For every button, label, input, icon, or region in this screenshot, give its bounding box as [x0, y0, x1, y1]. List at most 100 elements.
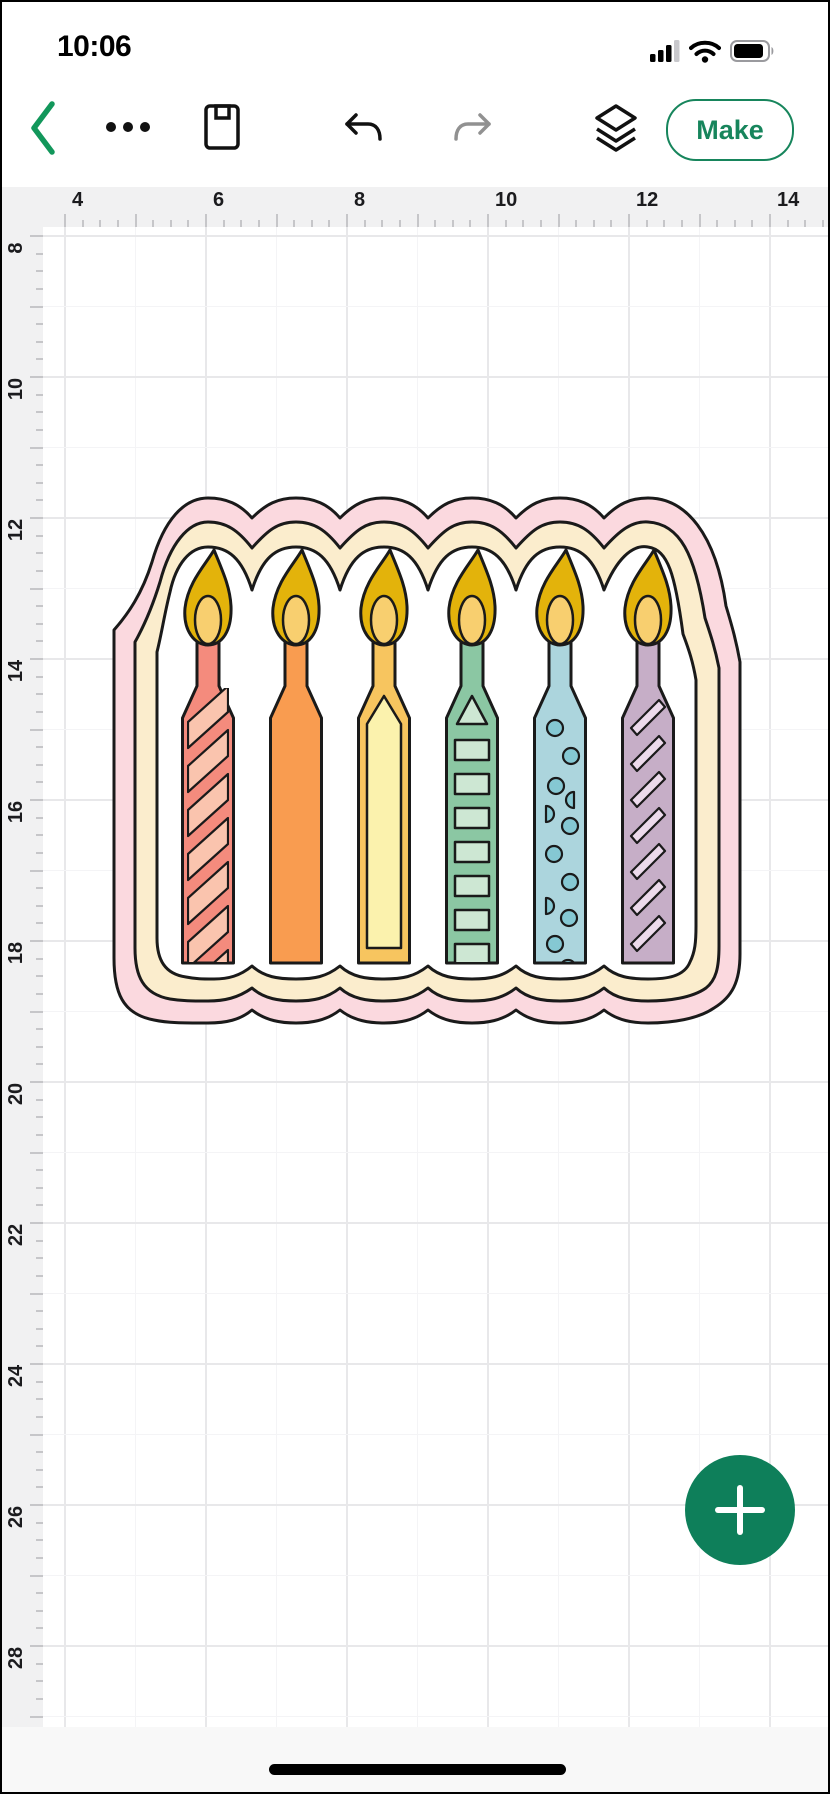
ruler-tick: [36, 1592, 43, 1595]
candle-stripe-purple[interactable]: [621, 548, 675, 965]
ruler-tick: [36, 992, 43, 995]
grid-line-horizontal: [43, 1363, 828, 1365]
home-indicator[interactable]: [269, 1764, 566, 1775]
ruler-tick: [30, 869, 43, 872]
ruler-tick: [36, 887, 43, 890]
ruler-tick: [36, 1680, 43, 1683]
ruler-tick: [36, 1116, 43, 1119]
ruler-tick: [30, 517, 43, 519]
ruler-tick: [36, 693, 43, 696]
candle-pattern: [187, 688, 229, 962]
ruler-tick: [36, 1609, 43, 1612]
candle-stripe-salmon[interactable]: [181, 548, 235, 1012]
save-button[interactable]: [204, 104, 240, 150]
ruler-tick: [36, 1539, 43, 1542]
grid-line-horizontal: [43, 1645, 828, 1647]
ruler-tick: [36, 534, 43, 537]
wifi-icon: [689, 40, 721, 63]
ruler-tick: [36, 1028, 43, 1031]
redo-button[interactable]: [454, 112, 492, 142]
ruler-tick: [36, 552, 43, 555]
candle-pattern: [453, 694, 491, 962]
ruler-tick: [36, 675, 43, 678]
ruler-tick: [116, 220, 119, 227]
ruler-tick: [36, 622, 43, 625]
add-button[interactable]: [685, 1455, 795, 1565]
ruler-tick: [36, 922, 43, 925]
make-button-label: Make: [696, 114, 764, 145]
ruler-tick: [30, 1222, 43, 1224]
ruler-tick: [36, 904, 43, 907]
ruler-tick: [36, 1133, 43, 1136]
ruler-tick: [36, 1327, 43, 1330]
ruler-tick: [36, 763, 43, 766]
ruler-tick: [30, 658, 43, 660]
back-chevron-icon: [31, 101, 55, 155]
ruler-tick: [821, 220, 824, 227]
ruler-tick: [36, 499, 43, 502]
ruler-tick: [293, 220, 296, 227]
undo-button[interactable]: [344, 112, 382, 142]
ruler-tick: [36, 323, 43, 326]
ruler-tick: [680, 220, 683, 227]
ruler-tick: [36, 1398, 43, 1401]
ruler-tick: [64, 214, 66, 227]
flame-inner: [545, 594, 575, 646]
candle-panel-yellow[interactable]: [357, 548, 411, 965]
candle-dots-blue[interactable]: [533, 548, 587, 976]
ruler-tick: [205, 214, 207, 227]
ruler-tick: [30, 1081, 43, 1083]
ruler-label: 18: [5, 941, 27, 965]
ruler-tick: [36, 252, 43, 255]
candle-blocks-green[interactable]: [445, 548, 499, 965]
ruler-tick: [381, 220, 384, 227]
ruler-tick: [751, 220, 754, 227]
ruler-label: 14: [5, 659, 27, 683]
ruler-tick: [36, 1045, 43, 1048]
ruler-tick: [36, 1486, 43, 1489]
ruler-tick: [30, 1504, 43, 1506]
grid-line-horizontal: [43, 1222, 828, 1224]
more-options-button[interactable]: [105, 121, 151, 133]
ruler-tick: [36, 1186, 43, 1189]
make-button[interactable]: Make: [666, 99, 794, 161]
ruler-label: 26: [5, 1505, 27, 1529]
grid-line-horizontal: [43, 1504, 828, 1506]
ruler-tick: [99, 220, 102, 227]
ruler-label: 14: [777, 189, 800, 211]
candle-body: [269, 638, 323, 965]
ruler-tick: [36, 1310, 43, 1313]
ruler-tick: [30, 1715, 43, 1718]
ruler-tick: [36, 1415, 43, 1418]
grid-line-vertical: [64, 227, 66, 1727]
ruler-tick: [698, 214, 701, 227]
ruler-tick: [30, 1292, 43, 1295]
ruler-tick: [36, 270, 43, 273]
ruler-tick: [434, 220, 437, 227]
ruler-tick: [487, 214, 489, 227]
candle-solid-orange[interactable]: [269, 548, 323, 965]
ruler-tick: [30, 728, 43, 731]
flame-inner: [281, 594, 311, 646]
ruler-tick: [363, 220, 366, 227]
ruler-tick: [30, 940, 43, 942]
ruler-tick: [592, 220, 595, 227]
ruler-tick: [30, 1151, 43, 1154]
ruler-tick: [36, 464, 43, 467]
ruler-tick: [36, 358, 43, 361]
ruler-label: 8: [354, 189, 366, 211]
candles-design-object[interactable]: [112, 490, 742, 1025]
ruler-tick: [36, 710, 43, 713]
ruler-tick: [610, 220, 613, 227]
ruler-tick: [36, 1627, 43, 1630]
ruler-tick: [30, 1574, 43, 1577]
ruler-tick: [36, 1451, 43, 1454]
back-button[interactable]: [29, 100, 57, 156]
ruler-tick: [240, 220, 243, 227]
ruler-tick: [30, 1645, 43, 1647]
ruler-label: 28: [5, 1646, 27, 1670]
ruler-tick: [504, 220, 507, 227]
candle-pattern: [629, 698, 667, 953]
layers-button[interactable]: [593, 103, 639, 153]
ruler-tick: [786, 220, 789, 227]
